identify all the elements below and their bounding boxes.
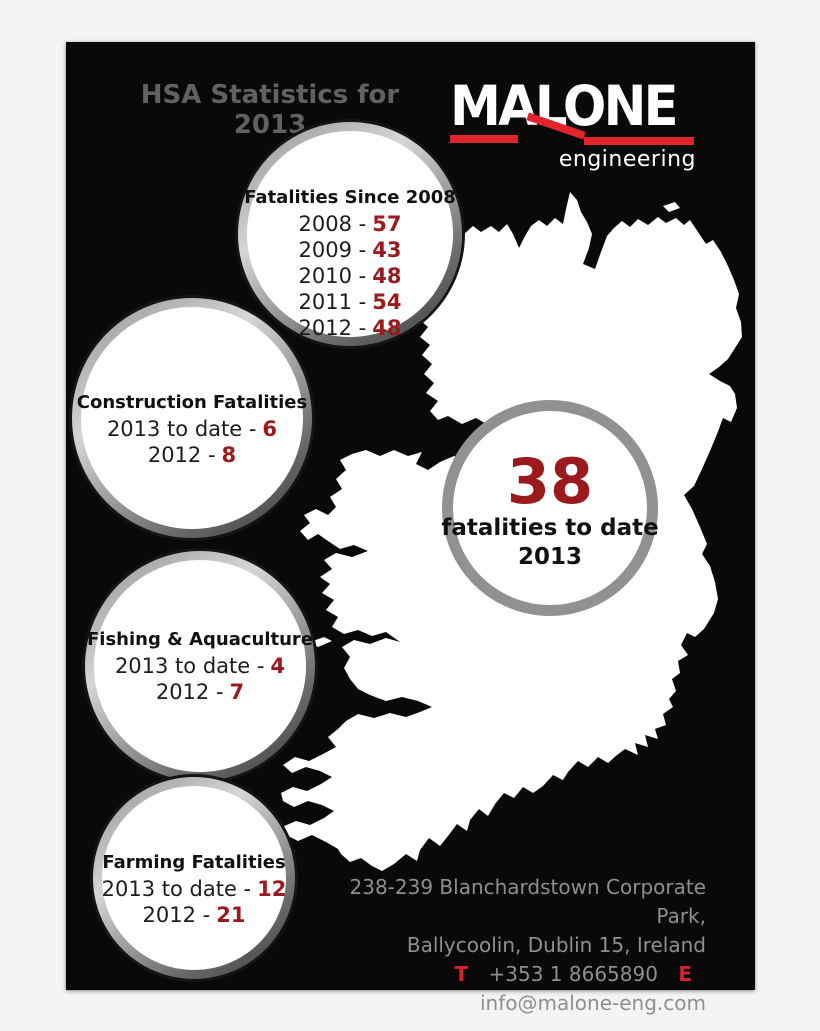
stat-value: 6 — [262, 417, 278, 441]
stat-label: 2012 - — [142, 903, 211, 927]
total-caption-line2: 2013 — [517, 544, 582, 570]
stat-label: 2012 - — [298, 316, 367, 340]
stat-value: 21 — [216, 903, 246, 927]
circle-title: Fatalities Since 2008 — [244, 187, 456, 208]
stat-row: 2012 -21 — [143, 902, 246, 928]
stat-value: 4 — [270, 654, 286, 678]
stat-row: 2008 -57 — [299, 211, 402, 237]
address-line1: 238-239 Blanchardstown Corporate Park, — [349, 875, 707, 928]
stat-label: 2013 to date - — [114, 654, 265, 678]
stat-row: 2012 -8 — [148, 442, 236, 468]
stat-label: 2013 to date - — [101, 877, 252, 901]
logo-red-bar-right — [584, 137, 694, 145]
phone-prefix: T — [454, 962, 469, 986]
stat-label: 2013 to date - — [106, 417, 257, 441]
stat-value: 7 — [229, 680, 245, 704]
page-title: HSA Statistics for 2013 — [140, 80, 400, 140]
circle-title: Farming Fatalities — [102, 852, 286, 873]
phone-number: +353 1 8665890 — [488, 962, 658, 986]
circle-title: Fishing & Aquaculture — [86, 629, 314, 650]
circle-construction-fatalities: Construction Fatalities 2013 to date -6 … — [72, 298, 312, 538]
logo-red-bar-left — [450, 135, 518, 143]
contact-line: T +353 1 8665890 E info@malone-eng.com — [306, 960, 707, 1018]
stat-row: 2009 -43 — [299, 237, 402, 263]
stat-value: 43 — [372, 238, 402, 262]
stat-row: 2012 -48 — [299, 315, 402, 341]
malone-logo: MALONE engineering — [446, 72, 708, 214]
stat-label: 2012 - — [147, 443, 216, 467]
stat-value: 48 — [372, 264, 402, 288]
circle-fatalities-since-2008: Fatalities Since 2008 2008 -57 2009 -43 … — [238, 122, 462, 346]
stat-value: 48 — [372, 316, 402, 340]
stat-row: 2012 -7 — [156, 679, 244, 705]
email-prefix: E — [678, 962, 692, 986]
logo-subtitle: engineering — [558, 147, 696, 172]
circle-farming-fatalities: Farming Fatalities 2013 to date -12 2012… — [93, 777, 295, 979]
total-number: 38 — [506, 445, 594, 518]
stat-value: 8 — [221, 443, 237, 467]
circle-total-2013: 38 fatalities to date 2013 — [441, 400, 659, 616]
address-line2: Ballycoolin, Dublin 15, Ireland — [406, 933, 706, 957]
stat-label: 2012 - — [155, 680, 224, 704]
email-address: info@malone-eng.com — [480, 991, 706, 1015]
stat-value: 54 — [372, 290, 402, 314]
total-caption-line1: fatalities to date — [441, 515, 659, 541]
stat-row: 2013 to date -6 — [107, 416, 277, 442]
stat-row: 2013 to date -4 — [115, 653, 285, 679]
stat-label: 2011 - — [298, 290, 367, 314]
contact-block: 238-239 Blanchardstown Corporate Park, B… — [306, 873, 707, 1018]
stat-row: 2011 -54 — [299, 289, 402, 315]
stat-value: 57 — [372, 212, 402, 236]
stat-label: 2009 - — [298, 238, 367, 262]
circle-title: Construction Fatalities — [76, 392, 308, 413]
stat-label: 2008 - — [298, 212, 367, 236]
poster-background: HSA Statistics for 2013 MALONE engineeri… — [66, 42, 755, 1015]
circle-fishing-aquaculture: Fishing & Aquaculture 2013 to date -4 20… — [85, 551, 315, 781]
stat-label: 2010 - — [298, 264, 367, 288]
stat-value: 12 — [257, 877, 287, 901]
stat-row: 2013 to date -12 — [102, 876, 287, 902]
stat-row: 2010 -48 — [299, 263, 402, 289]
